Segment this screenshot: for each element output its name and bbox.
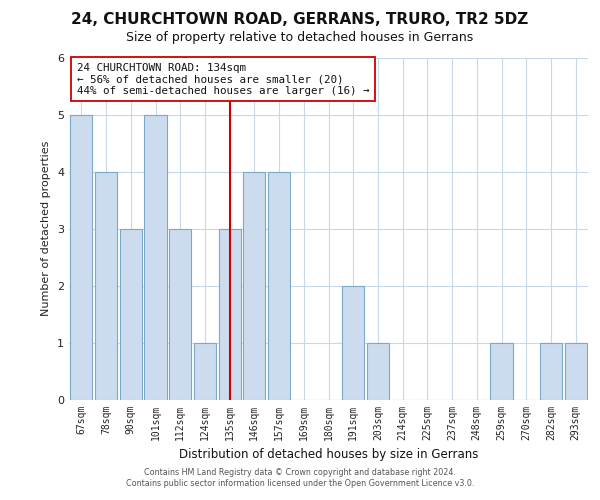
Y-axis label: Number of detached properties: Number of detached properties <box>41 141 52 316</box>
Bar <box>194 343 216 400</box>
Bar <box>243 172 265 400</box>
Bar <box>119 229 142 400</box>
Bar <box>342 286 364 400</box>
Text: 24 CHURCHTOWN ROAD: 134sqm
← 56% of detached houses are smaller (20)
44% of semi: 24 CHURCHTOWN ROAD: 134sqm ← 56% of deta… <box>77 62 369 96</box>
Bar <box>218 229 241 400</box>
Bar <box>540 343 562 400</box>
Bar <box>95 172 117 400</box>
Text: Size of property relative to detached houses in Gerrans: Size of property relative to detached ho… <box>127 31 473 44</box>
Bar <box>145 114 167 400</box>
Text: 24, CHURCHTOWN ROAD, GERRANS, TRURO, TR2 5DZ: 24, CHURCHTOWN ROAD, GERRANS, TRURO, TR2… <box>71 12 529 28</box>
Bar <box>70 114 92 400</box>
Bar <box>565 343 587 400</box>
Text: Contains HM Land Registry data © Crown copyright and database right 2024.
Contai: Contains HM Land Registry data © Crown c… <box>126 468 474 487</box>
X-axis label: Distribution of detached houses by size in Gerrans: Distribution of detached houses by size … <box>179 448 478 462</box>
Bar <box>490 343 512 400</box>
Bar <box>169 229 191 400</box>
Bar <box>367 343 389 400</box>
Bar <box>268 172 290 400</box>
